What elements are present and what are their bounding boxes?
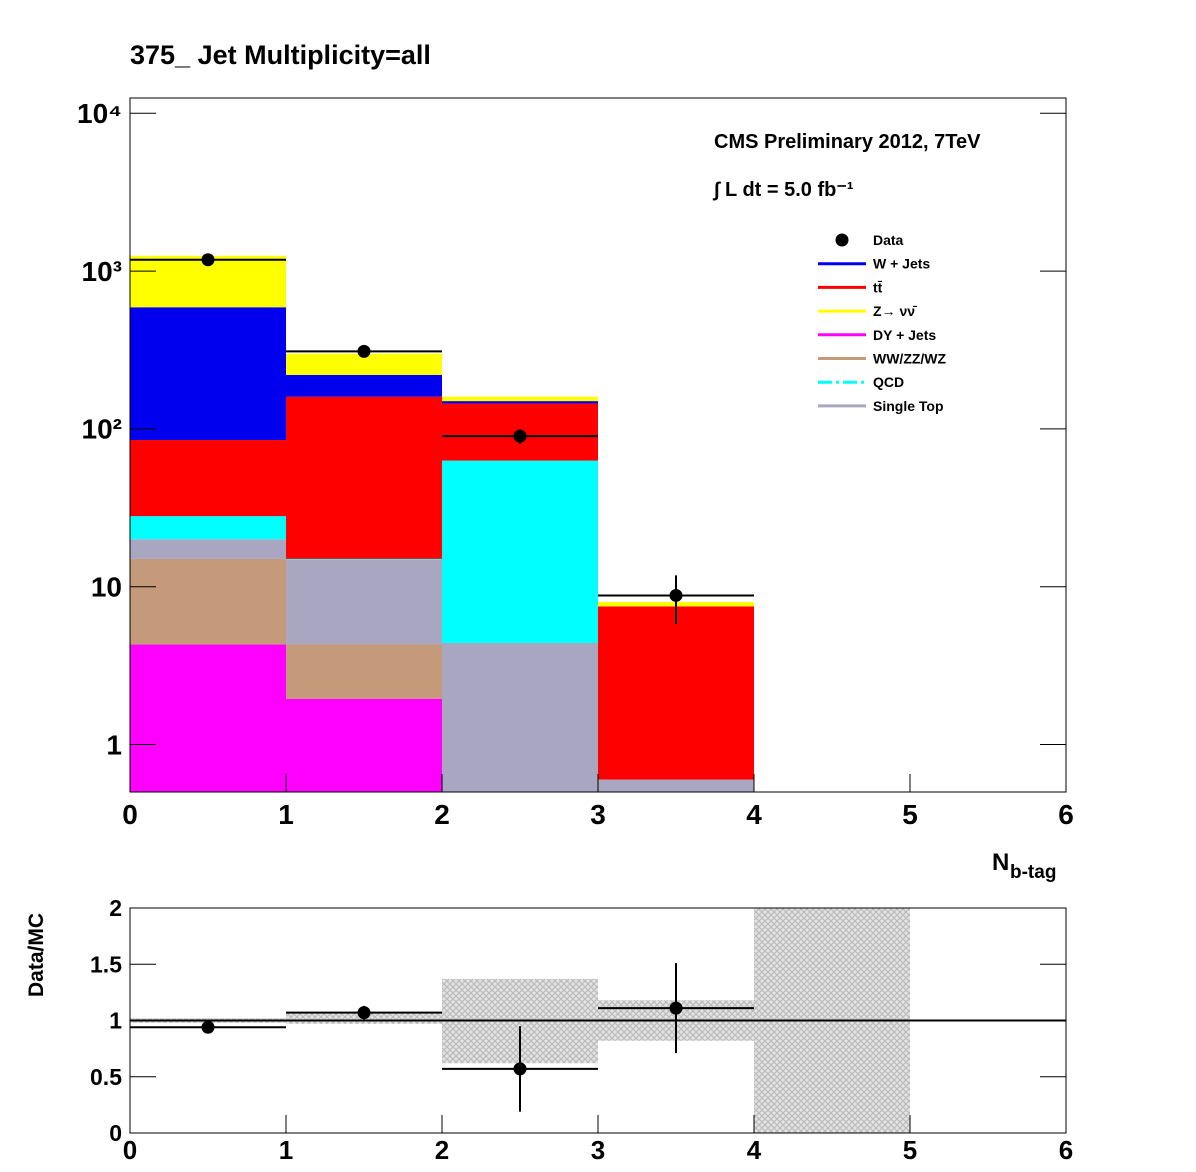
histogram-bar <box>130 558 286 645</box>
y-tick-label: 0.5 <box>90 1064 122 1090</box>
x-tick-label: 4 <box>747 1135 762 1165</box>
x-tick-label: 2 <box>435 1135 449 1165</box>
x-tick-label: 6 <box>1059 1135 1073 1165</box>
x-tick-label: 0 <box>122 799 138 830</box>
histogram-bar <box>286 396 442 559</box>
y-tick-label: 10³ <box>82 256 122 287</box>
histogram-bar <box>286 698 442 792</box>
chart-title: 375_ Jet Multiplicity=all <box>130 40 431 70</box>
main-plot: 0 1 2 3 4 5 6 1 10 10² 10³ 10⁴ Data W + Jets tt̄ Z→ νν̄… <box>77 98 1074 830</box>
x-tick-label: 5 <box>902 799 918 830</box>
cms-label: CMS Preliminary 2012, 7TeV <box>714 131 981 153</box>
data-point <box>669 1001 683 1015</box>
stack <box>130 255 754 792</box>
histogram-bar <box>442 460 598 643</box>
y-tick-label: 10⁴ <box>77 98 122 129</box>
y-tick-label: 2 <box>109 895 122 921</box>
x-tick-label: 2 <box>434 799 450 830</box>
histogram-bar <box>130 440 286 517</box>
legend-label: DY + Jets <box>873 327 936 343</box>
legend-label: Z→ νν̄ <box>873 303 918 319</box>
x-tick-label: 3 <box>590 799 606 830</box>
y-tick-label: 1 <box>109 1008 122 1034</box>
y-tick-label: 0 <box>109 1120 122 1146</box>
histogram-bar <box>598 779 754 792</box>
histogram-bar <box>286 558 442 560</box>
x-tick-label: 3 <box>591 1135 605 1165</box>
y-tick-label: 1 <box>106 729 122 760</box>
legend-marker <box>835 233 849 247</box>
data-point <box>513 429 527 443</box>
histogram-bar <box>130 539 286 559</box>
histogram-bar <box>130 644 286 792</box>
ratio-plot: 0 1 2 3 4 5 6 0 0.5 1 1.5 2 <box>90 895 1073 1165</box>
x-tick-label: 6 <box>1058 799 1074 830</box>
ratio-frame <box>129 907 1067 1134</box>
x-tick-label: 4 <box>746 799 762 830</box>
x-axis-label: N <box>992 849 1009 876</box>
histogram-bar <box>598 606 754 780</box>
histogram-bar <box>130 307 286 441</box>
histogram-bar <box>286 559 442 645</box>
histogram-bar <box>286 353 442 375</box>
histogram-bar <box>286 374 442 397</box>
main-frame <box>129 97 1067 793</box>
data-point <box>513 1062 527 1076</box>
histogram-bar <box>442 642 598 792</box>
x-tick-label: 0 <box>123 1135 137 1165</box>
x-tick-label: 1 <box>279 1135 293 1165</box>
histogram-bar <box>130 516 286 540</box>
lumi-label: ∫ L dt = 5.0 fb⁻¹ <box>712 179 854 201</box>
data-point <box>357 344 371 358</box>
y-tick-label: 10² <box>82 414 122 445</box>
histogram-bar <box>286 644 442 699</box>
y-axis-label: Data/MC <box>25 913 48 997</box>
histogram-bar <box>442 401 598 404</box>
x-axis-label-subscript: b-tag <box>1010 862 1056 883</box>
y-tick-label: 1.5 <box>90 951 122 977</box>
legend-label: Single Top <box>873 398 944 414</box>
data-point <box>669 588 683 602</box>
histogram-bar <box>442 396 598 402</box>
legend-label: tt̄ <box>873 279 883 295</box>
x-tick-label: 1 <box>278 799 294 830</box>
legend-label: WW/ZZ/WZ <box>873 351 947 367</box>
data-point <box>201 253 215 267</box>
legend-label: W + Jets <box>873 256 930 272</box>
legend-label: Data <box>873 232 904 248</box>
y-tick-label: 10 <box>91 571 122 602</box>
data-point <box>201 1020 215 1034</box>
x-tick-label: 5 <box>903 1135 917 1165</box>
legend-label: QCD <box>873 374 904 390</box>
data-point <box>357 1006 371 1020</box>
